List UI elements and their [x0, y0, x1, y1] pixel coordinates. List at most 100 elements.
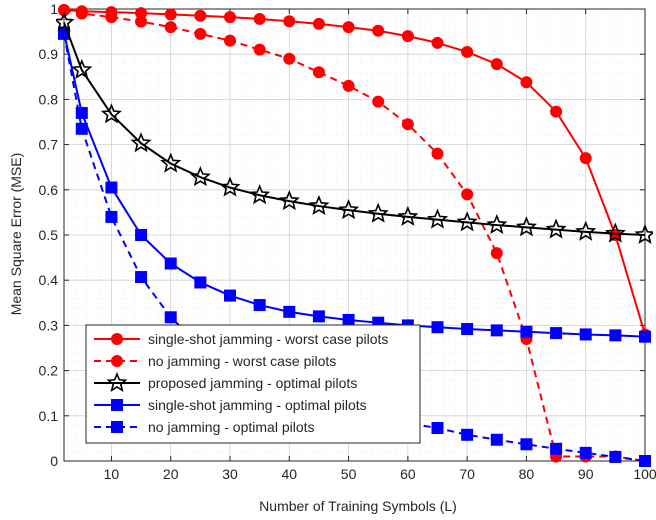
x-tick-label: 40 [281, 466, 297, 482]
y-tick-label: 0.1 [39, 408, 59, 424]
y-tick-label: 0.6 [39, 182, 59, 198]
y-tick-label: 0.4 [39, 272, 59, 288]
circle-marker [342, 21, 355, 34]
square-marker [75, 106, 88, 119]
star-marker [486, 213, 508, 235]
square-marker [579, 328, 592, 341]
square-marker [520, 438, 533, 451]
square-marker [164, 311, 177, 324]
circle-marker [224, 11, 236, 24]
star-marker [106, 371, 128, 392]
legend-entry: single-shot jamming - optimal pilots [94, 397, 367, 413]
circle-marker [105, 6, 118, 19]
square-marker [135, 229, 148, 241]
circle-marker [520, 76, 533, 89]
star-marker [575, 220, 597, 241]
legend-box [85, 324, 421, 444]
square-marker [105, 210, 118, 223]
square-marker [461, 323, 474, 336]
star-marker [337, 199, 360, 220]
square-marker [461, 428, 474, 441]
x-tick-label: 90 [578, 466, 594, 482]
legend-label: no jamming - optimal pilots [148, 419, 315, 435]
circle-marker [431, 36, 444, 49]
legend-entry: proposed jamming - optimal pilots [94, 371, 357, 392]
star-marker [604, 222, 626, 243]
square-marker [639, 455, 651, 467]
circle-marker [609, 229, 622, 241]
legend: single-shot jamming - worst case pilots n… [85, 324, 421, 444]
circle-marker [283, 15, 296, 28]
star-marker [160, 152, 182, 173]
square-marker [312, 310, 325, 323]
series-3 [58, 26, 651, 343]
series-line [63, 22, 646, 236]
y-tick-label: 0 [50, 453, 58, 469]
star-marker [71, 58, 93, 80]
y-tick-label: 0.9 [39, 46, 59, 62]
star-marker [545, 218, 567, 239]
circle-marker [579, 152, 592, 165]
star-marker [634, 223, 653, 244]
y-tick-label: 0.2 [39, 363, 59, 379]
square-marker [224, 289, 236, 302]
x-tick-label: 100 [633, 466, 656, 482]
series-line [63, 33, 646, 462]
legend-entry: no jamming - optimal pilots [94, 419, 315, 435]
circle-marker [135, 7, 148, 20]
circle-marker [490, 58, 503, 71]
circle-marker [372, 24, 385, 37]
circle-marker [461, 45, 474, 58]
grid [64, 8, 646, 462]
circle-marker [342, 79, 355, 92]
square-marker [550, 327, 563, 340]
x-tick-label: 10 [104, 466, 120, 482]
square-marker [253, 299, 266, 312]
square-marker [609, 329, 622, 342]
circle-marker [224, 34, 236, 47]
star-marker [515, 216, 538, 237]
star-marker [308, 194, 330, 216]
circle-marker [194, 27, 207, 40]
legend-entry: single-shot jamming - worst case pilots [94, 331, 388, 347]
star-marker [426, 208, 449, 229]
x-tick-label: 70 [459, 466, 475, 482]
star-marker [56, 11, 75, 32]
circle-marker [164, 8, 177, 21]
square-marker [194, 276, 207, 289]
series-2 [56, 11, 653, 244]
square-marker [609, 450, 622, 463]
square-marker [490, 324, 503, 337]
x-tick-label: 20 [163, 466, 179, 482]
series-line [63, 9, 646, 462]
legend-label: single-shot jamming - worst case pilots [148, 331, 388, 347]
square-marker [490, 433, 503, 446]
circle-marker [490, 247, 503, 260]
y-tick-label: 0.5 [39, 227, 59, 243]
square-marker [105, 181, 118, 194]
circle-marker [111, 333, 123, 345]
star-marker [189, 166, 211, 187]
square-marker [431, 321, 444, 334]
x-axis-label: Number of Training Symbols (L) [259, 498, 457, 514]
y-tick-label: 0.3 [39, 317, 59, 333]
legend-label: no jamming - worst case pilots [148, 353, 336, 369]
square-marker [520, 325, 533, 338]
circle-marker [283, 52, 296, 65]
circle-marker [75, 5, 88, 18]
y-tick-label: 0.8 [39, 91, 59, 107]
circle-marker [194, 9, 207, 22]
axes: 10 20 30 40 50 60 70 80 90 100 0 0.1 0.2 0.3 0.4 0.5 0.6… [39, 1, 656, 482]
star-marker [100, 103, 123, 124]
star-marker [456, 211, 478, 232]
y-axis-label: Mean Square Error (MSE) [8, 153, 24, 316]
circle-marker [550, 105, 563, 118]
square-marker [111, 399, 123, 411]
square-marker [342, 313, 355, 326]
square-marker [639, 330, 651, 343]
x-tick-label: 80 [519, 466, 535, 482]
circle-marker [401, 30, 414, 43]
circle-marker [312, 17, 325, 30]
circle-marker [461, 188, 474, 201]
